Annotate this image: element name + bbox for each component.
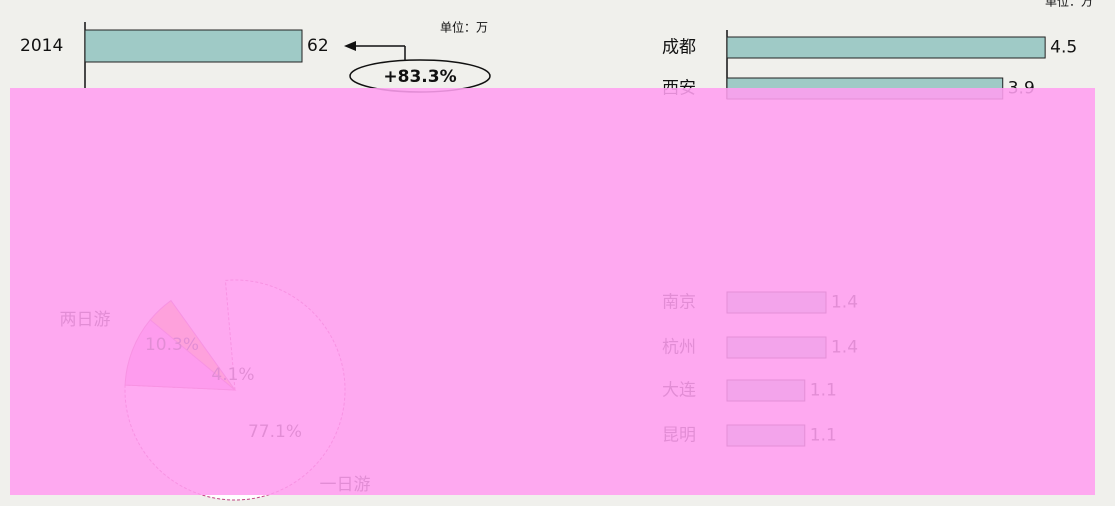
arrow-head — [344, 41, 356, 51]
overlay — [10, 88, 1095, 495]
unit-label: 单位：万 — [440, 20, 488, 35]
category-label: 2014 — [20, 36, 63, 56]
value-label: 4.5 — [1050, 38, 1077, 58]
category-label: 成都 — [662, 38, 696, 58]
bar — [726, 36, 1046, 59]
unit-label: 单位：万 — [1045, 0, 1093, 9]
bar — [84, 29, 303, 63]
annotation: +83.3% — [383, 67, 456, 87]
value-label: 62 — [307, 36, 329, 56]
